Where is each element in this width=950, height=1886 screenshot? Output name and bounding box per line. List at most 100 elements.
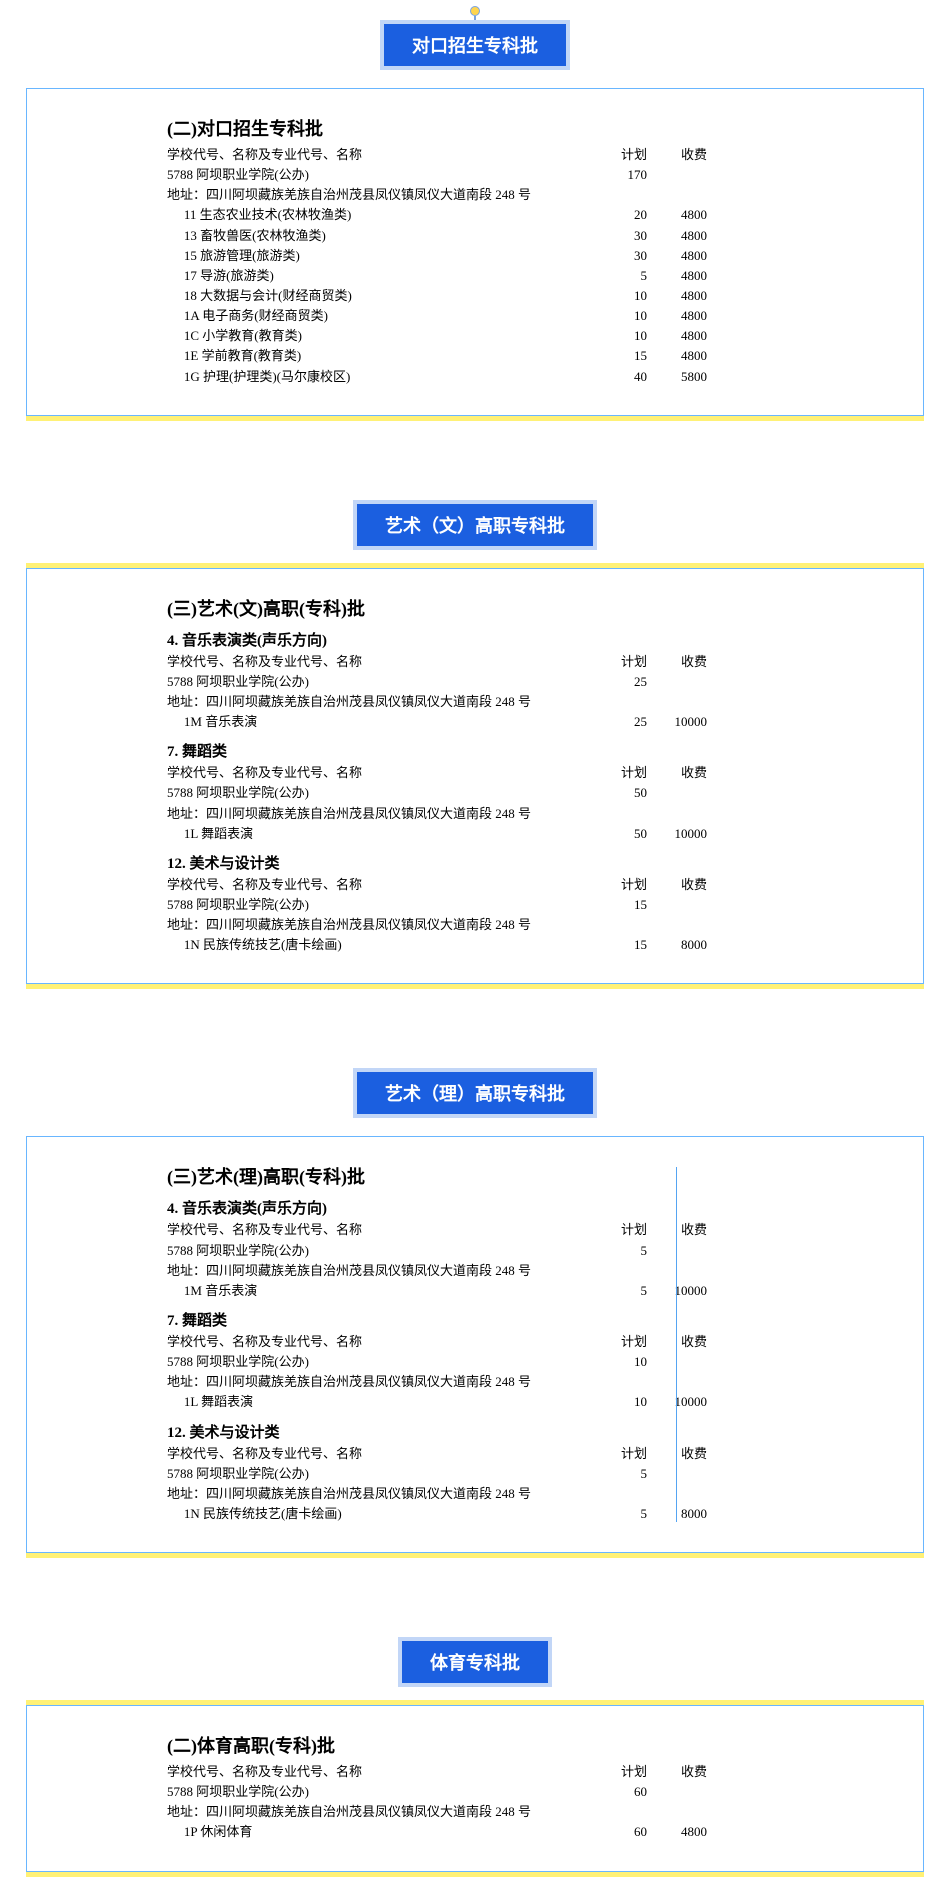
row-label: 1N 民族传统技艺(唐卡绘画)	[167, 1504, 599, 1524]
row-label: 1A 电子商务(财经商贸类)	[167, 306, 599, 326]
row-plan: 10	[599, 306, 653, 326]
row-label: 1M 音乐表演	[167, 1281, 599, 1301]
table-row: 1G 护理(护理类)(马尔康校区)405800	[167, 367, 707, 387]
school-address: 地址：四川阿坝藏族羌族自治州茂县凤仪镇凤仪大道南段 248 号	[167, 1372, 707, 1392]
group-subheading: 7. 舞蹈类	[167, 740, 707, 761]
row-plan: 30	[599, 226, 653, 246]
row-label: 1L 舞蹈表演	[167, 824, 599, 844]
section-card: (三)艺术(文)高职(专科)批4. 音乐表演类(声乐方向)学校代号、名称及专业代…	[26, 568, 924, 985]
row-label: 1G 护理(护理类)(马尔康校区)	[167, 367, 599, 387]
row-label: 1L 舞蹈表演	[167, 1392, 599, 1412]
row-fee: 4800	[653, 306, 707, 326]
card-heading: (二)体育高职(专科)批	[167, 1732, 707, 1758]
row-fee: 4800	[653, 286, 707, 306]
section-card: (三)艺术(理)高职(专科)批 4. 音乐表演类(声乐方向) 学校代号、名称及专业代…	[26, 1136, 924, 1553]
row-fee: 10000	[653, 1281, 707, 1301]
col-header-label: 学校代号、名称及专业代号、名称	[167, 1332, 599, 1352]
col-header-fee: 收费	[653, 1762, 707, 1782]
row-label: 1M 音乐表演	[167, 712, 599, 732]
table-row: 11 生态农业技术(农林牧渔类)204800	[167, 205, 707, 225]
col-header-plan: 计划	[599, 1220, 653, 1240]
row-fee: 10000	[653, 712, 707, 732]
table-row: 1N 民族传统技艺(唐卡绘画)158000	[167, 935, 707, 955]
col-header-plan: 计划	[599, 652, 653, 672]
section-card: (二)体育高职(专科)批学校代号、名称及专业代号、名称计划收费5788 阿坝职业…	[26, 1705, 924, 1872]
school-name: 5788 阿坝职业学院(公办)	[167, 1241, 599, 1261]
school-plan: 25	[599, 672, 653, 692]
row-plan: 30	[599, 246, 653, 266]
row-fee: 4800	[653, 346, 707, 366]
row-plan: 20	[599, 205, 653, 225]
row-plan: 10	[599, 326, 653, 346]
col-header-plan: 计划	[599, 145, 653, 165]
school-address: 地址：四川阿坝藏族羌族自治州茂县凤仪镇凤仪大道南段 248 号	[167, 804, 707, 824]
col-header-plan: 计划	[599, 1762, 653, 1782]
table-row: 1M 音乐表演510000	[167, 1281, 707, 1301]
table-row: 1A 电子商务(财经商贸类)104800	[167, 306, 707, 326]
school-plan: 10	[599, 1352, 653, 1372]
row-fee: 8000	[653, 935, 707, 955]
school-plan: 170	[599, 165, 653, 185]
school-plan: 60	[599, 1782, 653, 1802]
row-label: 1N 民族传统技艺(唐卡绘画)	[167, 935, 599, 955]
school-name: 5788 阿坝职业学院(公办)	[167, 165, 599, 185]
row-label: 1C 小学教育(教育类)	[167, 326, 599, 346]
row-label: 17 导游(旅游类)	[167, 266, 599, 286]
school-address: 地址：四川阿坝藏族羌族自治州茂县凤仪镇凤仪大道南段 248 号	[167, 185, 707, 205]
row-label: 18 大数据与会计(财经商贸类)	[167, 286, 599, 306]
school-plan: 5	[599, 1464, 653, 1484]
card-heading: (二)对口招生专科批	[167, 115, 707, 141]
col-header-fee: 收费	[653, 1332, 707, 1352]
section-gap	[0, 998, 950, 1070]
row-plan: 40	[599, 367, 653, 387]
accent-top	[26, 1700, 924, 1705]
school-plan: 15	[599, 895, 653, 915]
accent-bottom	[26, 1553, 924, 1558]
table-row: 17 导游(旅游类)54800	[167, 266, 707, 286]
accent-bottom	[26, 1872, 924, 1877]
school-name: 5788 阿坝职业学院(公办)	[167, 1352, 599, 1372]
group-subheading: 7. 舞蹈类	[167, 1309, 707, 1330]
accent-bottom	[26, 984, 924, 989]
row-fee: 4800	[653, 246, 707, 266]
school-address: 地址：四川阿坝藏族羌族自治州茂县凤仪镇凤仪大道南段 248 号	[167, 1484, 707, 1504]
group-subheading: 12. 美术与设计类	[167, 1421, 707, 1442]
school-address: 地址：四川阿坝藏族羌族自治州茂县凤仪镇凤仪大道南段 248 号	[167, 915, 707, 935]
table-row: 1E 学前教育(教育类)154800	[167, 346, 707, 366]
col-header-plan: 计划	[599, 1444, 653, 1464]
row-fee: 4800	[653, 326, 707, 346]
table-row: 1P 休闲体育604800	[167, 1822, 707, 1842]
row-plan: 5	[599, 1504, 653, 1524]
col-header-label: 学校代号、名称及专业代号、名称	[167, 875, 599, 895]
group-subheading: 4. 音乐表演类(声乐方向)	[167, 1197, 707, 1218]
school-name: 5788 阿坝职业学院(公办)	[167, 1782, 599, 1802]
row-label: 1E 学前教育(教育类)	[167, 346, 599, 366]
row-label: 13 畜牧兽医(农林牧渔类)	[167, 226, 599, 246]
table-row: 13 畜牧兽医(农林牧渔类)304800	[167, 226, 707, 246]
section-title: 对口招生专科批	[380, 20, 570, 70]
col-header-label: 学校代号、名称及专业代号、名称	[167, 652, 599, 672]
col-header-fee: 收费	[653, 763, 707, 783]
section-title: 体育专科批	[398, 1637, 552, 1687]
row-fee: 8000	[653, 1504, 707, 1524]
row-label: 15 旅游管理(旅游类)	[167, 246, 599, 266]
section-gap	[0, 430, 950, 502]
row-fee: 4800	[653, 266, 707, 286]
table-row: 1C 小学教育(教育类)104800	[167, 326, 707, 346]
section-title: 艺术（文）高职专科批	[353, 500, 597, 550]
row-fee: 4800	[653, 1822, 707, 1842]
table-row: 18 大数据与会计(财经商贸类)104800	[167, 286, 707, 306]
pin-decoration	[0, 0, 950, 22]
school-address: 地址：四川阿坝藏族羌族自治州茂县凤仪镇凤仪大道南段 248 号	[167, 1802, 707, 1822]
col-header-fee: 收费	[653, 652, 707, 672]
card-heading: (三)艺术(理)高职(专科)批	[167, 1163, 707, 1189]
row-fee: 10000	[653, 824, 707, 844]
row-plan: 5	[599, 266, 653, 286]
table-row: 1M 音乐表演2510000	[167, 712, 707, 732]
school-address: 地址：四川阿坝藏族羌族自治州茂县凤仪镇凤仪大道南段 248 号	[167, 692, 707, 712]
section-title: 艺术（理）高职专科批	[353, 1068, 597, 1118]
row-plan: 25	[599, 712, 653, 732]
row-fee: 4800	[653, 226, 707, 246]
card-heading: (三)艺术(文)高职(专科)批	[167, 595, 707, 621]
row-label: 11 生态农业技术(农林牧渔类)	[167, 205, 599, 225]
